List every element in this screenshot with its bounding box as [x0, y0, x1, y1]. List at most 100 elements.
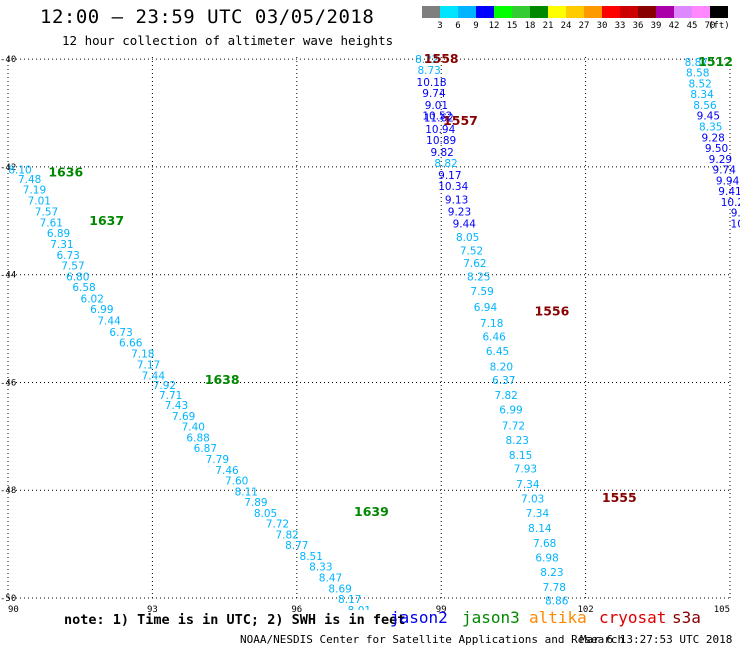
wave-height-value: 8.77: [285, 540, 308, 552]
color-bar-label: 33: [614, 21, 626, 31]
wave-height-value: 8.58: [686, 68, 709, 80]
color-bar-label: 70: [704, 21, 716, 31]
wave-height-value: 8.34: [690, 89, 714, 101]
color-swatch: [440, 6, 458, 18]
page-title: 12:00 – 23:59 UTC 03/05/2018: [40, 6, 375, 28]
footer-credit: NOAA/NESDIS Center for Satellite Applica…: [240, 633, 625, 646]
wave-height-value: 6.98: [535, 553, 558, 565]
wave-height-value: 6.88: [186, 432, 209, 444]
color-swatch: [494, 6, 512, 18]
color-bar-label: 39: [650, 21, 662, 31]
lon-tick-label: 105: [714, 605, 730, 615]
color-bar-label: 24: [560, 21, 572, 31]
wave-height-value: 7.44: [142, 370, 166, 382]
wave-height-value: 7.92: [153, 380, 176, 392]
wave-height-value: 7.34: [526, 508, 550, 520]
wave-height-value: 9.50: [705, 143, 728, 155]
wave-height-value: 7.89: [244, 497, 267, 509]
wave-height-value: 8.20: [490, 361, 513, 373]
wave-height-value: 9.74: [713, 165, 737, 177]
wave-height-value: 10.34: [438, 181, 468, 193]
wave-height-value: 6.73: [56, 250, 79, 262]
color-swatch: [710, 6, 728, 18]
wave-height-value: 7.57: [61, 261, 84, 273]
wave-height-value: 8.87: [685, 57, 708, 69]
wave-height-value: 6.99: [499, 404, 522, 416]
wave-height-value: 7.69: [172, 411, 195, 423]
wave-height-value: 7.03: [521, 493, 544, 505]
wave-height-value: 8.23: [506, 435, 529, 447]
wave-height-value: 7.79: [206, 454, 229, 466]
wave-height-value: 7.31: [50, 239, 73, 251]
data-layer: 8.228.7310.189.749.0110.5211.6210.9410.8…: [8, 51, 740, 617]
wave-height-value: 7.93: [514, 464, 537, 476]
wave-height-value: 7.57: [35, 207, 58, 219]
wave-height-value: 8.23: [540, 567, 563, 579]
wave-height-value: 7.34: [516, 479, 540, 491]
legend-item-altika: altika: [529, 608, 587, 627]
wave-height-value: 8.82: [434, 158, 457, 170]
color-bar-label: 21: [542, 21, 554, 31]
units-note: note: 1) Time is in UTC; 2) SWH is in fe…: [64, 612, 406, 628]
color-swatch: [512, 6, 530, 18]
wave-height-value: 8.73: [417, 65, 440, 77]
wave-height-value: 6.66: [119, 338, 143, 350]
wave-height-value: 7.72: [266, 519, 289, 531]
lon-tick-label: 93: [147, 605, 158, 615]
color-swatch: [566, 6, 584, 18]
wave-height-value: 6.87: [194, 443, 217, 455]
wave-height-value: 11.62: [424, 112, 454, 124]
wave-height-value: 9.45: [697, 111, 720, 123]
color-swatch: [656, 6, 674, 18]
color-swatch: [674, 6, 692, 18]
wave-height-value: 8.47: [319, 573, 342, 585]
wave-height-value: 6.02: [81, 293, 104, 305]
wave-height-value: 9.94: [716, 175, 740, 187]
wave-height-value: 9.74: [422, 88, 446, 100]
color-swatch: [692, 6, 710, 18]
color-swatch: [602, 6, 620, 18]
color-swatch: [584, 6, 602, 18]
wave-height-value: 8.52: [688, 78, 711, 90]
color-swatch: [476, 6, 494, 18]
wave-height-value: 8.15: [509, 450, 532, 462]
wave-height-value: 9.13: [445, 194, 468, 206]
time-label: 1556: [535, 303, 570, 318]
time-label: 1636: [48, 164, 83, 179]
wave-height-value: 8.25: [467, 271, 490, 283]
wave-height-value: 8.10: [8, 165, 31, 177]
color-swatch: [458, 6, 476, 18]
wave-height-value: 8.69: [328, 583, 351, 595]
footer-date: Mar 6 13:27:53 UTC 2018: [580, 633, 733, 646]
color-bar-label: 42: [668, 21, 680, 31]
time-label: 1557: [443, 113, 478, 128]
wave-height-value: 7.44: [97, 315, 121, 327]
wave-height-value: 10.94: [425, 124, 455, 136]
wave-height-value: 7.82: [275, 529, 298, 541]
wave-height-value: 9.29: [709, 154, 732, 166]
wave-height-value: 6.46: [482, 332, 506, 344]
wave-height-value: 7.46: [215, 465, 239, 477]
wave-height-value: 9.17: [438, 170, 461, 182]
lat-tick-label: -44: [0, 271, 16, 281]
lon-tick-label: 99: [436, 605, 447, 615]
color-swatch: [620, 6, 638, 18]
wave-height-value: 6.73: [109, 327, 132, 339]
color-bar-label: 12: [488, 21, 500, 31]
wave-height-value: 7.59: [470, 286, 493, 298]
wave-height-value: 7.60: [225, 476, 248, 488]
color-bar-label: 27: [578, 21, 590, 31]
lat-tick-label: -46: [0, 378, 16, 388]
wave-height-value: 9.41: [718, 186, 740, 198]
wave-height-value: 8.05: [456, 232, 479, 244]
color-bar-label: 3: [437, 21, 443, 31]
wave-height-value: 9.82: [430, 147, 453, 159]
color-swatch: [530, 6, 548, 18]
wave-height-value: 10.52: [422, 111, 452, 123]
color-bar-unit: (ft): [708, 21, 730, 31]
color-bar-label: 45: [686, 21, 698, 31]
wave-height-value: 8.51: [300, 551, 323, 563]
wave-height-value: 7.48: [18, 174, 41, 186]
wave-height-value: 8.01: [348, 605, 371, 617]
